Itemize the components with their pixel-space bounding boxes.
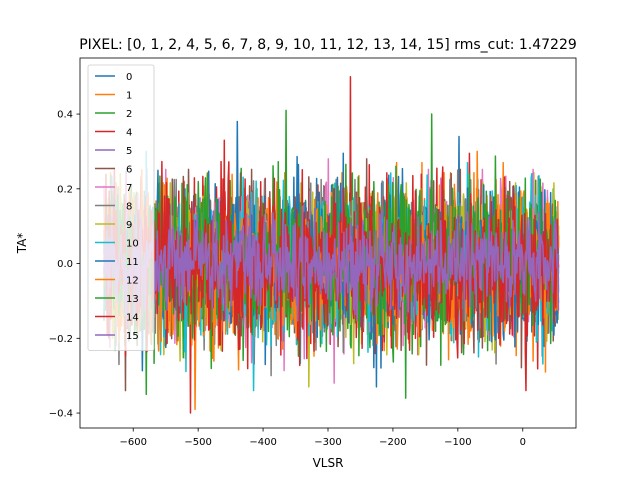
x-tick-label: −400 xyxy=(249,437,276,448)
legend-label-8: 8 xyxy=(126,202,132,213)
y-axis-label: TA* xyxy=(15,233,29,255)
legend-label-10: 10 xyxy=(126,239,139,250)
legend-label-5: 5 xyxy=(126,146,132,157)
legend-label-1: 1 xyxy=(126,91,132,102)
x-tick-label: −300 xyxy=(314,437,341,448)
legend-label-14: 14 xyxy=(126,313,139,324)
y-tick-label: 0.0 xyxy=(57,259,73,270)
legend-label-12: 12 xyxy=(126,276,139,287)
y-tick-label: −0.2 xyxy=(49,334,73,345)
legend-label-0: 0 xyxy=(126,72,132,83)
y-tick-label: 0.2 xyxy=(57,184,73,195)
legend-label-13: 13 xyxy=(126,294,139,305)
y-axis: −0.4 −0.2 0.0 0.2 0.4 xyxy=(49,110,80,420)
legend-label-4: 4 xyxy=(126,128,132,139)
legend-label-9: 9 xyxy=(126,220,132,231)
x-axis: −600 −500 −400 −300 −200 −100 0 xyxy=(120,428,526,448)
y-tick-label: 0.4 xyxy=(57,110,73,121)
x-axis-label: VLSR xyxy=(313,456,344,470)
legend-label-11: 11 xyxy=(126,257,139,268)
legend-label-7: 7 xyxy=(126,183,132,194)
x-tick-label: −600 xyxy=(120,437,147,448)
x-tick-label: −500 xyxy=(184,437,211,448)
legend-label-15: 15 xyxy=(126,331,139,342)
legend-box xyxy=(87,64,155,351)
series-line-15 xyxy=(103,199,560,328)
y-tick-label: −0.4 xyxy=(49,409,73,420)
legend-label-2: 2 xyxy=(126,109,132,120)
legend-label-6: 6 xyxy=(126,165,132,176)
x-tick-label: −100 xyxy=(444,437,471,448)
x-tick-label: −200 xyxy=(379,437,406,448)
x-tick-label: 0 xyxy=(520,437,526,448)
series-layer xyxy=(103,75,560,414)
chart-title: PIXEL: [0, 1, 2, 4, 5, 6, 7, 8, 9, 10, 1… xyxy=(79,37,577,53)
